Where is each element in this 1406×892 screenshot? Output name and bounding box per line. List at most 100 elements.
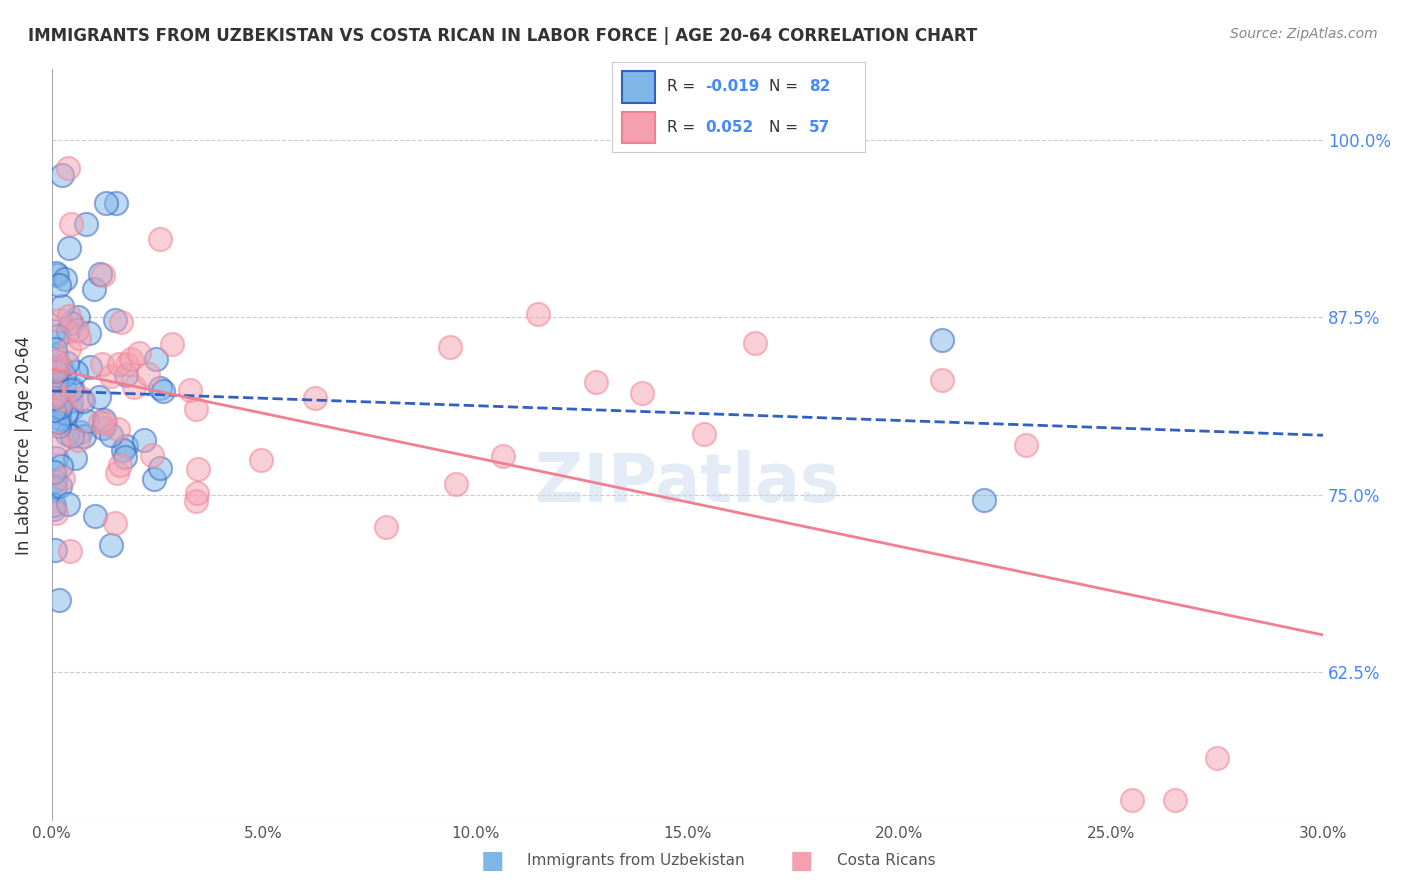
Point (42, 499, 65, 513)
Point (42, 380, 65, 394)
Point (79, 359, 101, 374)
Point (585, 375, 607, 389)
Point (48, 411, 70, 425)
Point (42, 402, 65, 417)
Point (58, 309, 80, 323)
Point (48, 405, 70, 419)
Point (93, 413, 115, 427)
Point (48, 418, 70, 433)
Point (73, 428, 96, 442)
Point (46, 361, 69, 376)
Point (115, 357, 138, 371)
Text: Source: ZipAtlas.com: Source: ZipAtlas.com (1230, 27, 1378, 41)
Text: Costa Ricans: Costa Ricans (837, 854, 935, 868)
Point (149, 381, 172, 395)
Point (45, 450, 67, 465)
Point (132, 433, 155, 447)
Point (444, 477, 467, 491)
Point (120, 352, 142, 367)
Point (51, 168, 73, 182)
Point (45, 348, 67, 362)
Point (60, 381, 83, 395)
Point (83, 282, 105, 296)
Point (110, 315, 132, 329)
Point (89, 390, 111, 404)
Point (48, 313, 70, 327)
Text: N =: N = (769, 120, 803, 135)
Point (94, 416, 117, 430)
Point (45, 364, 67, 378)
Text: 57: 57 (808, 120, 831, 135)
Point (136, 367, 159, 381)
Point (56, 356, 79, 370)
Point (1206, 750, 1229, 764)
Point (77, 326, 100, 341)
Point (45, 266, 67, 280)
Point (141, 448, 163, 462)
Point (186, 401, 208, 416)
Point (42, 359, 65, 374)
Point (94, 195, 117, 210)
Point (42, 465, 65, 479)
Point (48, 278, 70, 293)
Point (51, 299, 73, 313)
Point (105, 467, 128, 481)
Point (60, 384, 83, 398)
Point (91, 357, 114, 371)
Bar (621, 112, 655, 143)
Point (45, 268, 67, 282)
Point (53, 368, 76, 382)
Y-axis label: In Labor Force | Age 20-64: In Labor Force | Age 20-64 (15, 335, 32, 555)
Point (526, 307, 548, 321)
Point (45, 391, 67, 405)
Point (91, 421, 114, 435)
Point (89, 415, 111, 429)
Point (56, 427, 79, 442)
Point (375, 520, 398, 534)
Point (630, 386, 652, 401)
Point (128, 346, 150, 360)
Point (100, 427, 122, 442)
Point (148, 460, 170, 475)
Point (186, 493, 208, 508)
Point (249, 452, 271, 467)
Bar (621, 71, 655, 103)
Point (108, 458, 131, 472)
Point (59, 317, 82, 331)
Point (692, 427, 714, 442)
Point (744, 336, 766, 351)
Point (100, 369, 122, 384)
Point (42, 362, 65, 376)
Point (114, 368, 136, 383)
Point (67, 331, 90, 345)
Point (1015, 438, 1038, 452)
Point (114, 450, 136, 464)
Point (52, 393, 75, 408)
Point (48, 592, 70, 607)
Point (65, 365, 87, 379)
Point (42, 324, 65, 338)
Point (187, 462, 209, 476)
Point (1121, 793, 1143, 807)
Point (70, 391, 93, 405)
Point (42, 391, 65, 405)
Point (58, 241, 80, 255)
Point (112, 443, 135, 458)
Point (45, 354, 67, 368)
Text: Immigrants from Uzbekistan: Immigrants from Uzbekistan (527, 854, 745, 868)
Point (63, 450, 86, 465)
Point (108, 357, 131, 371)
Point (52, 471, 75, 485)
Point (66, 310, 89, 324)
Point (42, 502, 65, 516)
Point (145, 351, 167, 366)
Point (304, 392, 326, 406)
Point (44, 342, 66, 356)
Point (76, 414, 98, 428)
Point (56, 324, 79, 338)
Point (179, 383, 201, 397)
Point (46, 435, 69, 450)
Point (58, 498, 80, 512)
Point (160, 337, 183, 351)
Point (75, 217, 97, 231)
